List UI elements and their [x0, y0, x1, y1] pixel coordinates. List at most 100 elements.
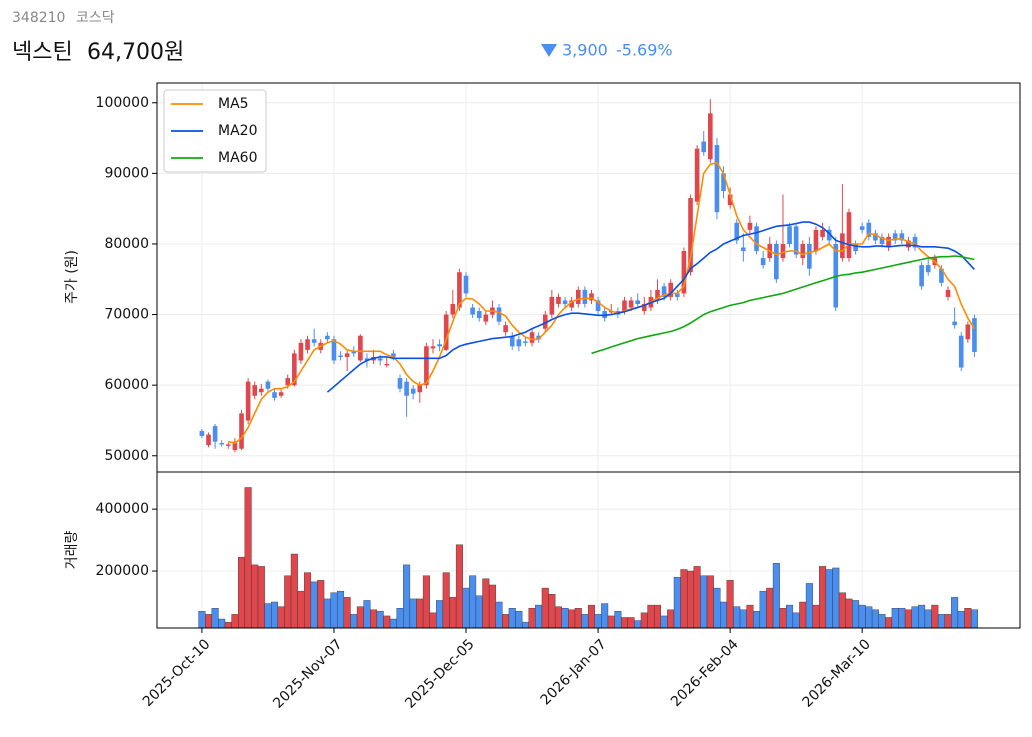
candle-body: [820, 229, 825, 237]
volume-bar: [568, 609, 576, 629]
volume-bar: [647, 604, 655, 629]
volume-bar: [581, 614, 589, 629]
volume-bar: [218, 618, 226, 629]
volume-bar: [779, 607, 787, 629]
volume-bar: [488, 584, 496, 629]
candle-body: [556, 296, 561, 304]
volume-bar: [449, 597, 457, 629]
candle-body: [424, 346, 429, 386]
candle-body: [397, 378, 403, 389]
stock-code: 348210: [12, 10, 65, 26]
candle-body: [879, 236, 885, 244]
candle-body: [219, 443, 225, 445]
candle-body: [846, 212, 852, 259]
candle-body: [259, 388, 264, 393]
candle-body: [470, 307, 475, 315]
candle-body: [787, 226, 792, 244]
volume-bar: [753, 611, 761, 629]
candle-body: [582, 289, 588, 304]
candle-body: [536, 335, 541, 340]
volume-bar: [720, 601, 728, 629]
candle-body: [780, 243, 786, 259]
volume-bar: [356, 606, 364, 629]
volume-bar: [290, 553, 298, 629]
ma-line: [326, 221, 975, 393]
candle-body: [358, 335, 363, 361]
volume-bar: [198, 611, 206, 629]
candle-body: [965, 324, 971, 340]
volume-bar: [700, 575, 708, 629]
volume-bar: [786, 604, 794, 629]
volume-bar: [957, 611, 965, 629]
volume-bar: [376, 611, 384, 629]
candle-body: [906, 240, 911, 248]
candle-body: [734, 222, 740, 241]
volume-bar: [409, 598, 417, 629]
stock-name: 넥스틴: [12, 40, 73, 65]
candle-body: [549, 296, 555, 315]
candle-body: [338, 355, 343, 357]
volume-bar: [805, 583, 813, 629]
candle-body: [272, 392, 277, 398]
volume-bar: [746, 604, 754, 629]
candle-body: [298, 342, 304, 361]
y-tick-label: 80000: [104, 236, 149, 252]
volume-bar: [535, 604, 543, 629]
candle-body: [199, 431, 205, 436]
candle-body: [311, 339, 317, 343]
down-arrow: [541, 44, 557, 57]
y-tick-label: 90000: [104, 165, 149, 181]
candle-body: [892, 233, 898, 241]
volume-bar: [944, 614, 952, 629]
volume-bar: [726, 580, 734, 629]
candle-body: [674, 293, 680, 297]
volume-bar: [924, 609, 932, 629]
volume-bar: [865, 606, 873, 629]
volume-bar: [469, 575, 477, 629]
price-change: 3,900: [562, 41, 608, 60]
candle-body: [701, 141, 707, 153]
candle-body: [681, 251, 687, 294]
volume-bar: [759, 590, 767, 629]
volume-bar: [244, 487, 252, 629]
candle-body: [278, 392, 284, 396]
candle-body: [391, 353, 396, 357]
volume-bar: [442, 572, 450, 629]
volume-bar: [297, 590, 305, 629]
volume-bar: [733, 606, 741, 629]
volume-bar: [838, 592, 846, 629]
candle-body: [760, 258, 766, 266]
candle-body: [661, 286, 667, 297]
volume-bar: [323, 598, 331, 629]
volume-bar: [898, 607, 906, 629]
volume-bar: [271, 601, 279, 629]
ma-line: [591, 255, 975, 355]
volume-axis-label: 거래량: [64, 531, 80, 570]
legend-box: [163, 89, 267, 173]
volume-bar: [653, 604, 662, 629]
volume-bar: [238, 556, 246, 629]
candle-body: [245, 381, 251, 421]
volume-bar: [343, 597, 351, 629]
candle-body: [417, 385, 423, 393]
volume-bar: [277, 606, 285, 629]
volume-bar: [231, 614, 239, 629]
volume-bar: [885, 617, 893, 629]
candle-body: [463, 275, 469, 294]
candle-body: [972, 318, 977, 352]
volume-bar: [462, 587, 470, 629]
volume-bar: [574, 607, 582, 629]
y-tick-label: 60000: [104, 377, 149, 393]
candle-body: [516, 339, 522, 347]
volume-bar: [422, 575, 430, 629]
candle-body: [450, 303, 456, 315]
volume-bar: [931, 604, 939, 629]
legend-label: MA20: [218, 123, 257, 139]
volume-bar: [389, 618, 397, 629]
candle-body: [212, 426, 218, 442]
y-tick-label: 400000: [96, 501, 149, 517]
volume-bar: [673, 577, 681, 629]
candle-body: [873, 233, 878, 241]
candle-body: [377, 358, 383, 361]
volume-bar: [521, 621, 529, 629]
